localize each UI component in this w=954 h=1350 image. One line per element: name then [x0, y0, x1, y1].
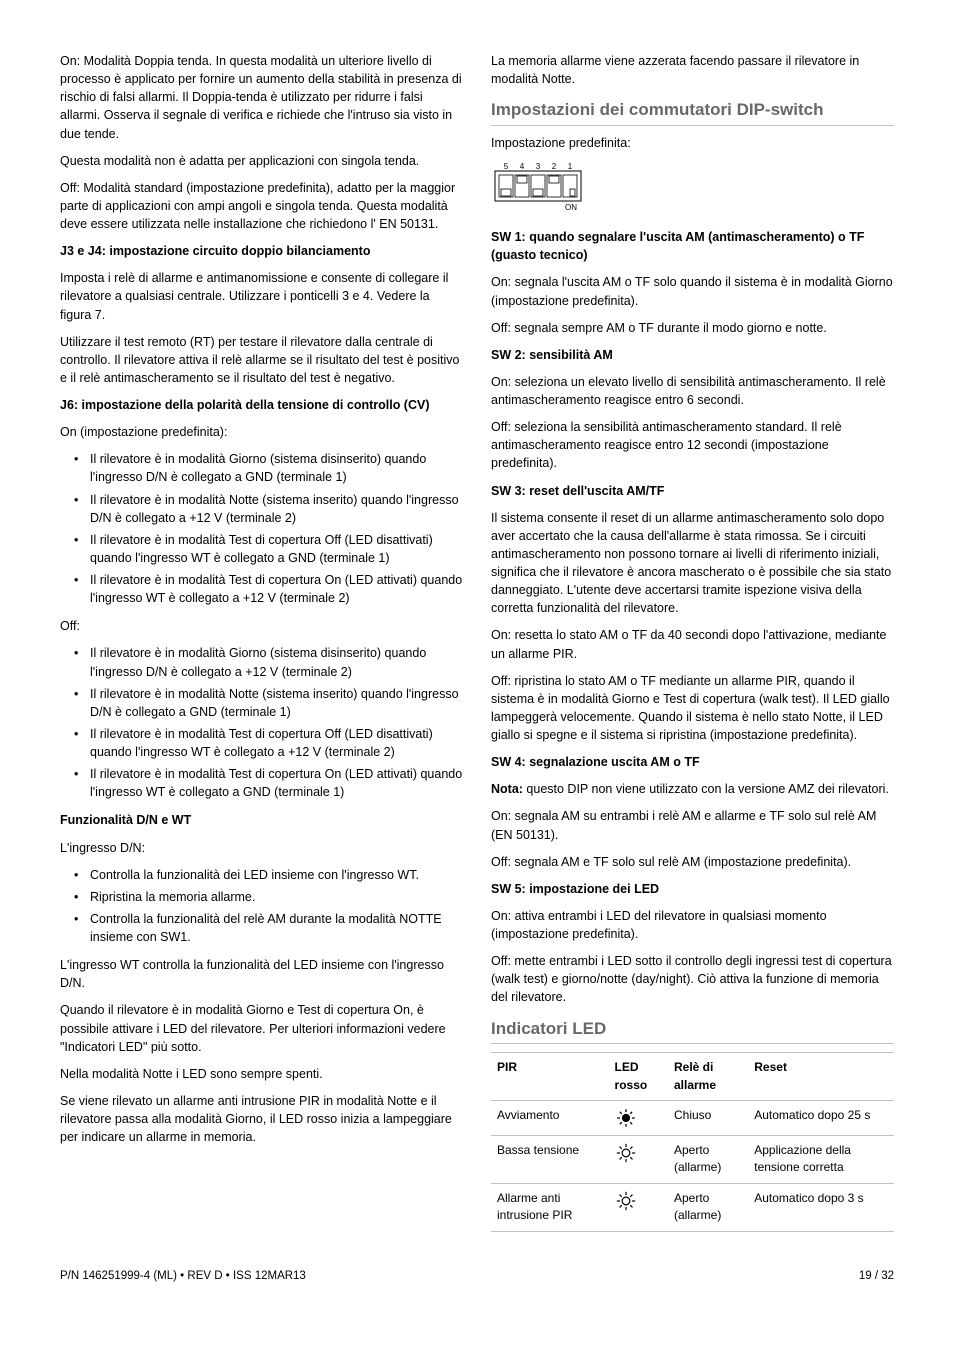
heading-sw2: SW 2: sensibilità AM [491, 346, 894, 364]
para: Impostazione predefinita: [491, 134, 894, 152]
para: L'ingresso WT controlla la funzionalità … [60, 956, 463, 992]
table-row: Allarme anti intrusione PIR Aperto (alla… [491, 1183, 894, 1231]
list-item: Il rilevatore è in modalità Test di cope… [60, 531, 463, 567]
list-item: Il rilevatore è in modalità Giorno (sist… [60, 644, 463, 680]
svg-text:5: 5 [504, 162, 509, 171]
para: Imposta i relè di allarme e antimanomiss… [60, 269, 463, 323]
svg-text:1: 1 [568, 162, 573, 171]
para: On (impostazione predefinita): [60, 423, 463, 441]
para: On: seleziona un elevato livello di sens… [491, 373, 894, 409]
para: Off: segnala AM e TF solo sul relè AM (i… [491, 853, 894, 871]
para: L'ingresso D/N: [60, 839, 463, 857]
svg-text:3: 3 [536, 162, 541, 171]
para: Off: mette entrambi i LED sotto il contr… [491, 952, 894, 1006]
cell-pir: Bassa tensione [491, 1135, 609, 1183]
para: Nella modalità Notte i LED sono sempre s… [60, 1065, 463, 1083]
left-column: On: Modalità Doppia tenda. In questa mod… [60, 52, 463, 1232]
cell-led-icon [609, 1100, 668, 1135]
cell-led-icon [609, 1183, 668, 1231]
para: On: segnala l'uscita AM o TF solo quando… [491, 273, 894, 309]
list-item: Il rilevatore è in modalità Test di cope… [60, 725, 463, 761]
cell-relay: Chiuso [668, 1100, 748, 1135]
para: Off: seleziona la sensibilità antimasche… [491, 418, 894, 472]
list-item: Il rilevatore è in modalità Notte (siste… [60, 491, 463, 527]
off-list: Il rilevatore è in modalità Giorno (sist… [60, 644, 463, 801]
table-row: Bassa tensione Aperto (allarme) Applicaz… [491, 1135, 894, 1183]
page-footer: P/N 146251999-4 (ML) • REV D • ISS 12MAR… [60, 1268, 894, 1285]
on-list: Il rilevatore è in modalità Giorno (sist… [60, 450, 463, 607]
list-item: Controlla la funzionalità del relè AM du… [60, 910, 463, 946]
two-column-layout: On: Modalità Doppia tenda. In questa mod… [60, 52, 894, 1232]
para: Se viene rilevato un allarme anti intrus… [60, 1092, 463, 1146]
para: La memoria allarme viene azzerata facend… [491, 52, 894, 88]
table-header-row: PIR LED rosso Relè di allarme Reset [491, 1053, 894, 1101]
para: On: segnala AM su entrambi i relè AM e a… [491, 807, 894, 843]
para: Quando il rilevatore è in modalità Giorn… [60, 1001, 463, 1055]
para: Off: ripristina lo stato AM o TF mediant… [491, 672, 894, 745]
footer-part-number: P/N 146251999-4 (ML) • REV D • ISS 12MAR… [60, 1268, 306, 1285]
heading-sw1: SW 1: quando segnalare l'uscita AM (anti… [491, 228, 894, 264]
list-item: Il rilevatore è in modalità Test di cope… [60, 765, 463, 801]
list-item: Il rilevatore è in modalità Notte (siste… [60, 685, 463, 721]
heading-sw3: SW 3: reset dell'uscita AM/TF [491, 482, 894, 500]
cell-relay: Aperto (allarme) [668, 1135, 748, 1183]
para: Off: Modalità standard (impostazione pre… [60, 179, 463, 233]
cell-reset: Automatico dopo 3 s [748, 1183, 894, 1231]
th-pir: PIR [491, 1053, 609, 1101]
dip-switch-diagram: 5 4 3 2 1 ON [491, 161, 894, 218]
th-reset: Reset [748, 1053, 894, 1101]
th-relay: Relè di allarme [668, 1053, 748, 1101]
heading-sw4: SW 4: segnalazione uscita AM o TF [491, 753, 894, 771]
para: On: resetta lo stato AM o TF da 40 secon… [491, 626, 894, 662]
list-item: Ripristina la memoria allarme. [60, 888, 463, 906]
para: On: Modalità Doppia tenda. In questa mod… [60, 52, 463, 143]
table-row: Avviamento Chiuso Automatico dopo 25 s [491, 1100, 894, 1135]
list-item: Il rilevatore è in modalità Giorno (sist… [60, 450, 463, 486]
heading-j3j4: J3 e J4: impostazione circuito doppio bi… [60, 242, 463, 260]
para: Off: segnala sempre AM o TF durante il m… [491, 319, 894, 337]
cell-reset: Applicazione della tensione corretta [748, 1135, 894, 1183]
cell-led-icon [609, 1135, 668, 1183]
cell-reset: Automatico dopo 25 s [748, 1100, 894, 1135]
led-table: PIR LED rosso Relè di allarme Reset Avvi… [491, 1052, 894, 1231]
heading-dn-wt: Funzionalità D/N e WT [60, 811, 463, 829]
cell-pir: Allarme anti intrusione PIR [491, 1183, 609, 1231]
list-item: Il rilevatore è in modalità Test di cope… [60, 571, 463, 607]
svg-text:ON: ON [565, 203, 577, 212]
footer-page-number: 19 / 32 [859, 1268, 894, 1285]
para: Off: [60, 617, 463, 635]
heading-dip-switch: Impostazioni dei commutatori DIP-switch [491, 98, 894, 126]
para: On: attiva entrambi i LED del rilevatore… [491, 907, 894, 943]
nota-label: Nota: [491, 782, 523, 796]
heading-j6: J6: impostazione della polarità della te… [60, 396, 463, 414]
list-item: Controlla la funzionalità dei LED insiem… [60, 866, 463, 884]
svg-text:4: 4 [520, 162, 525, 171]
dn-list: Controlla la funzionalità dei LED insiem… [60, 866, 463, 947]
right-column: La memoria allarme viene azzerata facend… [491, 52, 894, 1232]
para: Questa modalità non è adatta per applica… [60, 152, 463, 170]
heading-sw5: SW 5: impostazione dei LED [491, 880, 894, 898]
cell-relay: Aperto (allarme) [668, 1183, 748, 1231]
svg-text:2: 2 [552, 162, 557, 171]
para: Nota: questo DIP non viene utilizzato co… [491, 780, 894, 798]
th-led: LED rosso [609, 1053, 668, 1101]
nota-text: questo DIP non viene utilizzato con la v… [523, 782, 889, 796]
para: Il sistema consente il reset di un allar… [491, 509, 894, 618]
heading-led-indicators: Indicatori LED [491, 1017, 894, 1045]
para: Utilizzare il test remoto (RT) per testa… [60, 333, 463, 387]
cell-pir: Avviamento [491, 1100, 609, 1135]
